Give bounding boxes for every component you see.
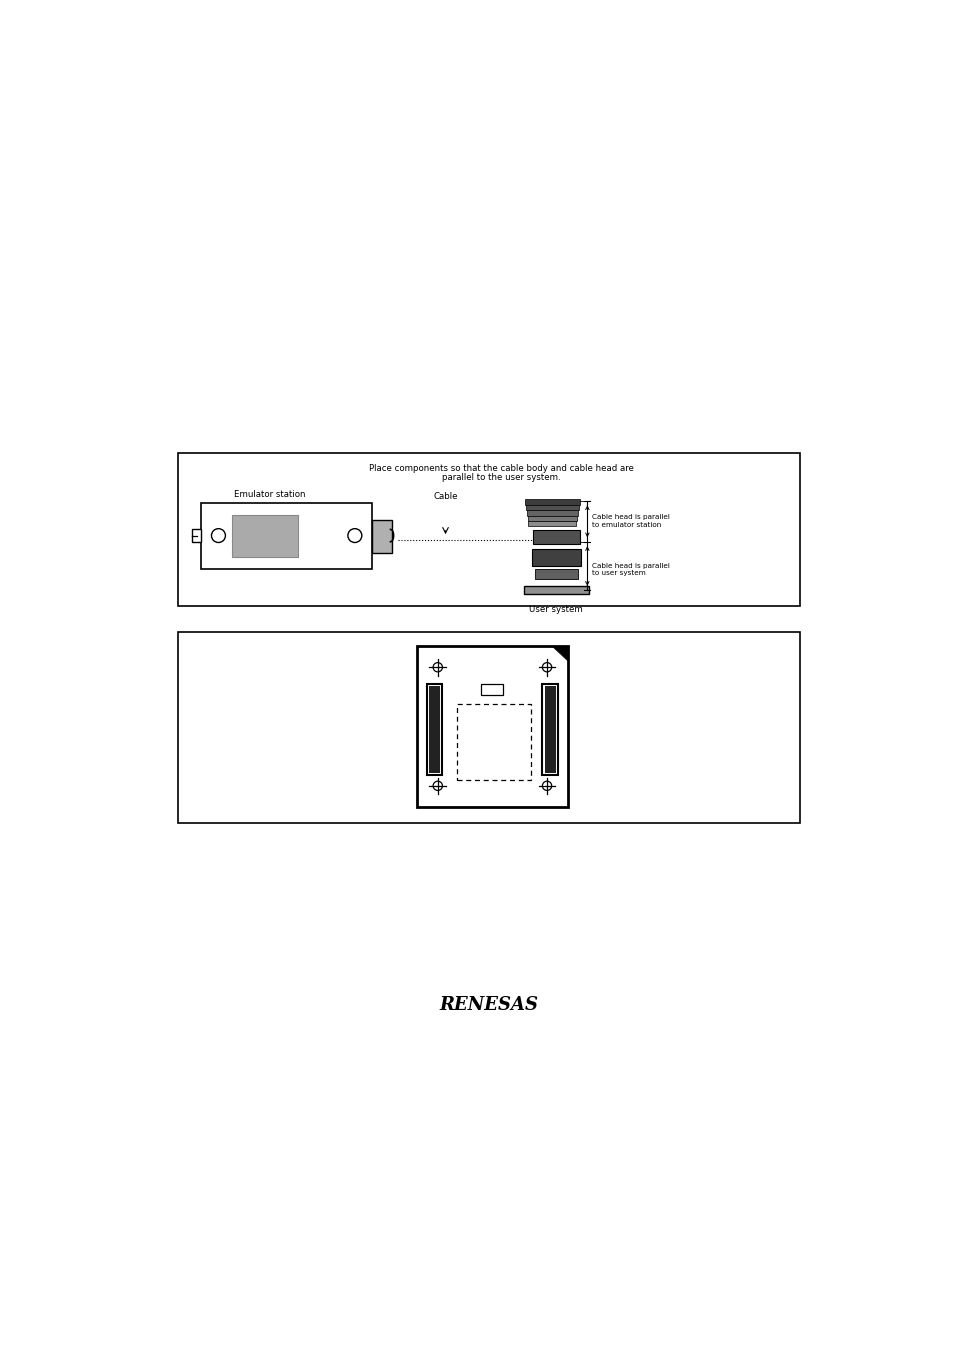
Text: Cable head is parallel
to emulator station: Cable head is parallel to emulator stati… <box>592 515 669 528</box>
Bar <box>192 528 201 543</box>
Bar <box>178 453 799 605</box>
Bar <box>233 515 298 557</box>
Bar <box>456 704 530 780</box>
Bar <box>523 586 588 594</box>
Bar <box>525 500 579 505</box>
Bar <box>544 686 555 773</box>
Bar <box>429 686 439 773</box>
Bar <box>201 503 372 569</box>
Text: Emulator station: Emulator station <box>233 490 305 499</box>
Bar <box>427 684 442 775</box>
Bar <box>526 511 578 516</box>
Polygon shape <box>552 646 567 661</box>
Bar <box>480 684 502 694</box>
Bar <box>533 530 579 544</box>
Text: Cable: Cable <box>433 492 457 501</box>
Bar <box>416 646 567 808</box>
Bar <box>178 632 799 823</box>
Text: parallel to the user system.: parallel to the user system. <box>441 473 560 482</box>
Bar <box>528 521 576 527</box>
Bar <box>527 516 577 521</box>
Bar <box>542 684 558 775</box>
Text: RENESAS: RENESAS <box>439 996 537 1015</box>
Bar <box>372 520 392 553</box>
Text: Place components so that the cable body and cable head are: Place components so that the cable body … <box>369 463 633 473</box>
Text: Cable head is parallel
to user system: Cable head is parallel to user system <box>592 563 669 576</box>
Bar <box>534 569 578 580</box>
Text: User system: User system <box>529 605 582 613</box>
Bar <box>531 550 580 566</box>
Bar <box>525 505 578 511</box>
